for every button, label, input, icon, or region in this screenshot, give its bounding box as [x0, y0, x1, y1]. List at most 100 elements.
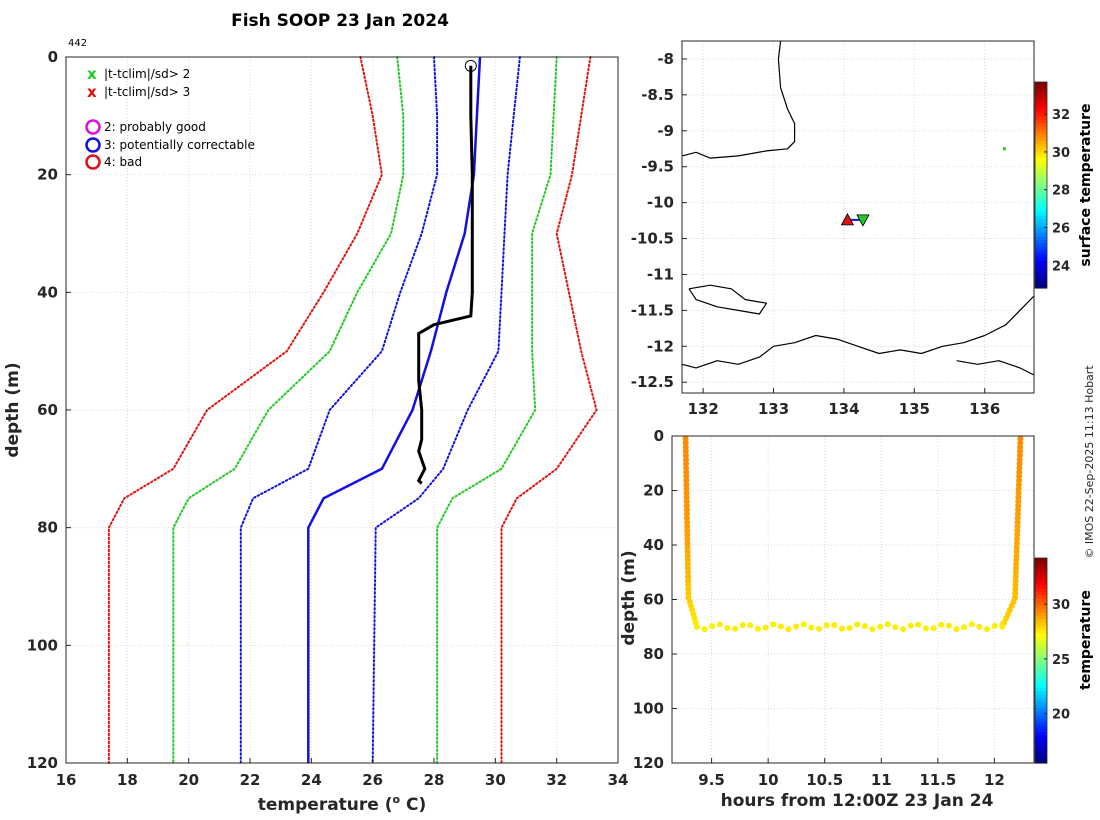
time-depth-colorbar-segment	[1035, 677, 1047, 682]
map-colorbar-segment	[1035, 140, 1047, 145]
time-depth-colorbar-segment	[1035, 725, 1047, 730]
time-depth-point-bottom	[945, 622, 952, 629]
time-depth-ytick-label: 120	[633, 754, 664, 772]
legend-qc-good-marker	[85, 119, 101, 135]
profile-id: 442	[68, 38, 87, 49]
map-coastline-west-islands	[688, 284, 768, 315]
map-colorbar-segment	[1035, 99, 1047, 104]
legend-flag-green-symbol: x	[87, 65, 97, 83]
profile-ticks: 16 18 20 22 24 26 28 30 32 34 0 20 40 60 80 100 120	[27, 48, 629, 789]
legend-flag-red: x |t-tclim|/sd> 3	[87, 83, 190, 101]
time-depth-colorbar-segment	[1035, 616, 1047, 621]
legend-flag-red-label: |t-tclim|/sd> 3	[104, 85, 190, 99]
map-panel: 132 133 134 135 136 -8 -8.5 -9 -9.5 -10 -10.5 -11 -1…	[631, 40, 1094, 418]
time-depth-point-bottom	[854, 621, 861, 628]
time-depth-ytick-label: 20	[643, 482, 664, 500]
time-depth-ytick-label: 100	[633, 700, 664, 718]
map-colorbar-segment	[1035, 263, 1047, 268]
time-depth-point-descent	[683, 456, 689, 463]
map-colorbar-segment	[1035, 181, 1047, 186]
map-colorbar-segment	[1035, 246, 1047, 251]
map-colorbar-segment	[1035, 229, 1047, 234]
time-depth-xtick-label: 11	[871, 771, 892, 789]
map-ytick-label: -8.5	[641, 86, 674, 104]
profile-series-line	[500, 56, 598, 764]
time-depth-point-bottom	[884, 621, 891, 628]
map-colorbar-segment	[1035, 257, 1047, 262]
time-depth-colorbar-segment	[1035, 735, 1047, 740]
time-depth-xtick-label: 9.5	[698, 771, 725, 789]
time-depth-point-descent	[683, 510, 690, 517]
map-colorbar-segment	[1035, 185, 1047, 190]
time-depth-point-ascent	[1015, 481, 1022, 488]
map-colorbar-segment	[1035, 202, 1047, 207]
profile-xlabel-sup: o	[393, 793, 401, 806]
map-colorbar-segment	[1035, 215, 1047, 220]
time-depth-colorbar-segment	[1035, 684, 1047, 689]
time-depth-colorbar-segment	[1035, 711, 1047, 716]
map-colorbar-segment	[1035, 167, 1047, 172]
time-depth-colorbar-segment	[1035, 715, 1047, 720]
time-depth-point-descent	[682, 435, 689, 442]
time-depth-ylabel: depth (m)	[619, 550, 639, 645]
legend-qc-bad-marker	[85, 154, 101, 170]
profile-ytick-label: 80	[37, 519, 58, 537]
time-depth-colorbar-segment	[1035, 599, 1047, 604]
time-depth-point-bottom	[839, 625, 845, 632]
profile-series-line	[107, 56, 383, 764]
time-depth-point-descent	[684, 519, 691, 526]
time-depth-colorbar-segment	[1035, 663, 1047, 668]
time-depth-colorbar-segment	[1035, 701, 1047, 706]
time-depth-colorbar-segment	[1035, 718, 1047, 723]
map-ytick-label: -8	[657, 50, 674, 68]
time-depth-colorbar-segment	[1035, 626, 1047, 631]
map-colorbar-segment	[1035, 222, 1047, 227]
time-depth-colorbar-segment	[1035, 581, 1047, 586]
time-depth-point-ascent	[1013, 540, 1020, 547]
time-depth-point-descent	[683, 502, 690, 509]
profile-ytick-label: 120	[27, 754, 58, 772]
map-colorbar-segment	[1035, 136, 1047, 141]
time-depth-point-bottom	[968, 621, 975, 628]
map-coastline-south	[681, 295, 1035, 369]
time-depth-point-bottom	[739, 622, 746, 628]
time-depth-colorbar-segment	[1035, 640, 1047, 645]
map-xtick-label: 133	[758, 400, 789, 418]
time-depth-colorbar-segment	[1035, 564, 1047, 569]
time-depth-point-descent	[684, 540, 691, 547]
map-colorbar-segment	[1035, 143, 1047, 148]
credit-text: © IMOS 22-Sep-2025 11:13 Hobart	[1083, 365, 1096, 559]
profile-xtick-label: 28	[424, 771, 445, 789]
time-depth-colorbar-tick-label: 30	[1052, 598, 1070, 613]
time-depth-point-bottom	[816, 625, 823, 632]
map-colorbar-segment	[1035, 147, 1047, 152]
time-depth-point-descent	[685, 590, 692, 597]
time-depth-ytick-label: 0	[654, 427, 664, 445]
time-depth-colorbar-segment	[1035, 643, 1047, 648]
time-depth-colorbar-segment	[1035, 749, 1047, 754]
map-colorbar-segment	[1035, 160, 1047, 165]
time-depth-colorbar-segment	[1035, 646, 1047, 651]
time-depth-point-descent	[685, 586, 692, 593]
map-colorbar-segment	[1035, 82, 1047, 87]
map-colorbar-segment	[1035, 116, 1047, 121]
time-depth-colorbar-segment	[1035, 592, 1047, 597]
map-colorbar-segment	[1035, 219, 1047, 224]
time-depth-point-descent	[684, 527, 691, 534]
map-point-dot	[1002, 147, 1006, 151]
map-colorbar-segment	[1035, 85, 1047, 90]
profile-xlabel-end: C)	[400, 795, 426, 815]
time-depth-colorbar-segment	[1035, 622, 1047, 627]
time-depth-point-bottom	[915, 621, 922, 628]
time-depth-point-bottom	[800, 621, 807, 628]
time-depth-point-bottom	[861, 623, 868, 629]
time-depth-colorbar-segment	[1035, 660, 1047, 665]
profile-xtick-label: 22	[240, 771, 261, 789]
map-colorbar: 24 26 28 30 32	[1034, 81, 1070, 289]
map-colorbar-tick-label: 30	[1052, 146, 1070, 161]
time-depth-point-descent	[684, 536, 691, 542]
map-colorbar-frame	[1034, 81, 1048, 289]
map-colorbar-segment	[1035, 102, 1047, 107]
profile-xtick-label: 16	[56, 771, 77, 789]
time-depth-point-ascent	[1013, 552, 1020, 559]
